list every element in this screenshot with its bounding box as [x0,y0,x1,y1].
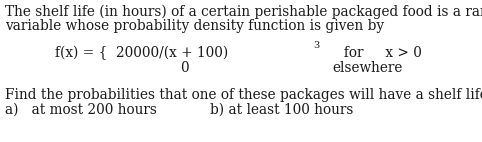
Text: a)   at most 200 hours: a) at most 200 hours [5,103,157,117]
Text: b) at least 100 hours: b) at least 100 hours [210,103,353,117]
Text: The shelf life (in hours) of a certain perishable packaged food is a random: The shelf life (in hours) of a certain p… [5,5,482,19]
Text: 3: 3 [313,41,319,50]
Text: f(x) = {  20000/(x + 100): f(x) = { 20000/(x + 100) [55,46,228,60]
Text: variable whose probability density function is given by: variable whose probability density funct… [5,19,384,33]
Text: 0: 0 [180,61,188,75]
Text: Find the probabilities that one of these packages will have a shelf life of: Find the probabilities that one of these… [5,88,482,102]
Text: for     x > 0: for x > 0 [322,46,422,60]
Text: elsewhere: elsewhere [332,61,402,75]
